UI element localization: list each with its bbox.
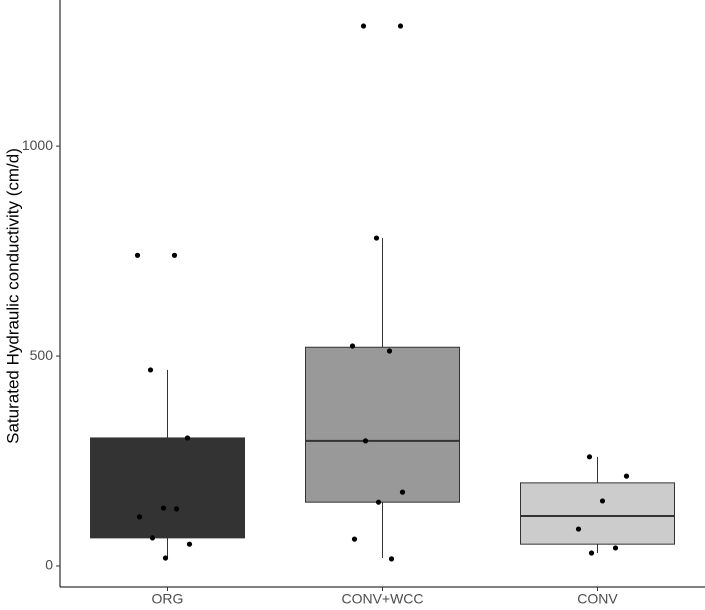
point [349,343,356,349]
point [134,252,141,258]
y-tick-label: 500 [30,347,54,363]
point [362,438,369,444]
point [586,454,593,460]
point [373,235,380,241]
x-tick-label: ORG [152,591,184,605]
x-tick-label: CONV [577,591,618,605]
box [520,482,675,545]
point [375,499,382,505]
point [184,435,191,441]
point [399,489,406,495]
point [171,252,178,258]
x-tick-label: CONV+WCC [341,591,423,605]
point [386,348,393,354]
y-tick-label: 1000 [22,137,53,153]
point [360,23,367,29]
point [599,498,606,504]
point [623,473,630,479]
point [397,23,404,29]
point [588,550,595,556]
box [90,437,245,539]
point [575,526,582,532]
point [149,535,156,541]
point [388,556,395,562]
point [351,536,358,542]
y-axis-label: Saturated Hydraulic conductivity (cm/d) [3,148,22,444]
point [186,541,193,547]
point [612,545,619,551]
box [305,346,460,503]
y-tick-label: 0 [45,557,53,573]
point [160,505,167,511]
point [173,506,180,512]
point [136,514,143,520]
point [162,555,169,561]
point [147,367,154,373]
